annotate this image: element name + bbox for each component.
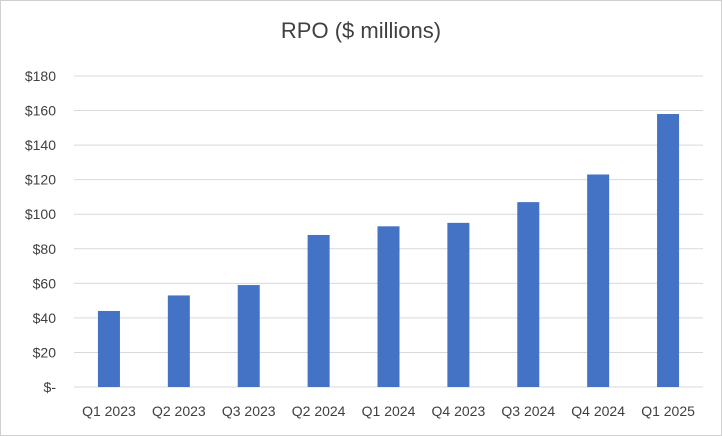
x-axis-tick-labels: Q1 2023 Q2 2023 Q3 2023 Q2 2024 Q1 2024 Q4 20…	[82, 403, 695, 419]
x-tick-label: Q3 2023	[222, 403, 276, 419]
bar	[657, 114, 680, 387]
y-tick-label: $180	[25, 68, 56, 84]
y-tick-label: $120	[25, 172, 56, 188]
x-tick-label: Q2 2023	[152, 403, 206, 419]
y-tick-label: $140	[25, 137, 56, 153]
x-tick-label: Q4 2024	[571, 403, 625, 419]
y-tick-label: $100	[25, 206, 56, 222]
y-tick-label: $20	[33, 344, 57, 360]
y-axis-tick-labels: $- $20 $40 $60 $80 $100 $120 $140 $160 $180	[25, 68, 56, 395]
bars	[97, 114, 680, 387]
bar	[237, 285, 260, 387]
y-tick-label: $160	[25, 103, 56, 119]
bar	[377, 226, 400, 387]
x-tick-label: Q1 2024	[362, 403, 416, 419]
y-tick-label: $-	[44, 379, 57, 395]
y-tick-label: $40	[33, 310, 57, 326]
bar	[97, 310, 120, 387]
bar	[587, 174, 610, 387]
x-tick-label: Q3 2024	[501, 403, 555, 419]
y-tick-label: $60	[33, 275, 57, 291]
bar	[517, 202, 540, 387]
x-tick-label: Q1 2025	[641, 403, 695, 419]
chart-title: RPO ($ millions)	[280, 18, 442, 43]
x-tick-label: Q2 2024	[292, 403, 346, 419]
x-tick-label: Q4 2023	[432, 403, 486, 419]
bar	[167, 295, 190, 387]
bar	[447, 222, 470, 387]
bar	[307, 234, 330, 387]
y-tick-label: $80	[33, 241, 57, 257]
x-tick-label: Q1 2023	[82, 403, 136, 419]
